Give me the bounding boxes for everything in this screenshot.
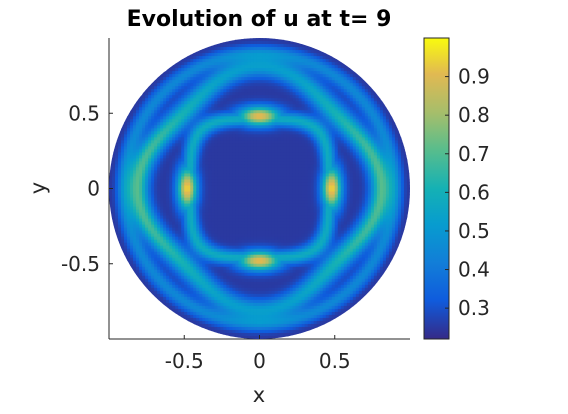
chart-title: Evolution of u at t= 9: [127, 7, 392, 32]
heatmap-disk: [109, 38, 411, 340]
